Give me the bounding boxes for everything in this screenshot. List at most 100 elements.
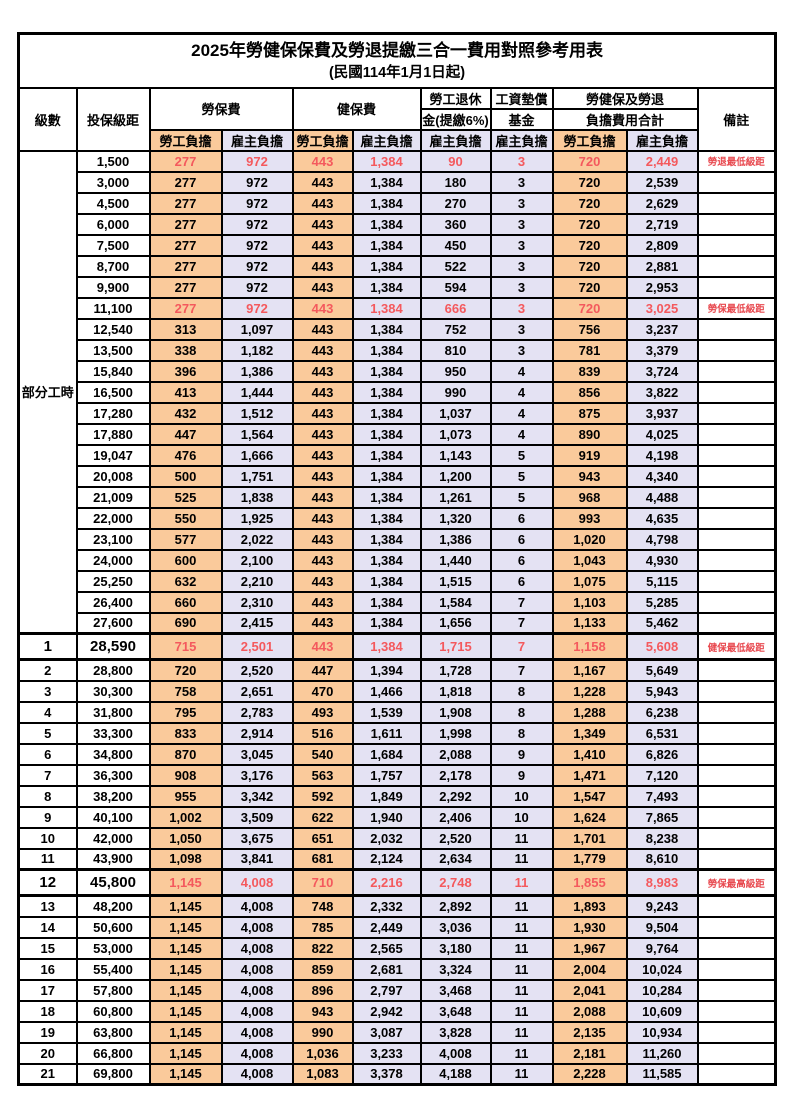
value-cell: 1,182: [220, 338, 294, 362]
bracket-cell: 45,800: [75, 868, 151, 897]
table-row: 16 55,400 1,145 4,008 859 2,681 3,324 11 2,004 10…: [17, 957, 777, 981]
value-cell: 7: [489, 611, 554, 635]
table-row: 17 57,800 1,145 4,008 896 2,797 3,468 11 2,041 10…: [17, 978, 777, 1002]
value-cell: 2,914: [220, 721, 294, 745]
table-row: 27,600 690 2,415 443 1,384 1,656 7 1,133 5,462: [19, 611, 777, 635]
note-cell: [696, 936, 777, 960]
level-cell: 5: [17, 721, 78, 745]
value-cell: 972: [220, 212, 294, 236]
value-cell: 1,384: [351, 632, 422, 661]
note-cell: [696, 894, 777, 918]
value-cell: 11: [489, 1062, 554, 1086]
value-cell: 972: [220, 170, 294, 194]
table-row: 22,000 550 1,925 443 1,384 1,320 6 993 4,635: [19, 506, 777, 530]
level-cell: 19: [17, 1020, 78, 1044]
value-cell: 277: [148, 296, 223, 320]
value-cell: 277: [148, 212, 223, 236]
value-cell: 1,073: [419, 422, 492, 446]
value-cell: 7: [489, 632, 554, 661]
value-cell: 4,635: [625, 506, 699, 530]
value-cell: 2,539: [625, 170, 699, 194]
column-header-health-insurance: 健保費: [291, 86, 422, 131]
table-row: 21 69,800 1,145 4,008 1,083 3,378 4,188 11 2,228…: [17, 1062, 777, 1086]
value-cell: 950: [419, 359, 492, 383]
value-cell: 785: [291, 915, 354, 939]
value-cell: 1,818: [419, 679, 492, 703]
table-row: 20 66,800 1,145 4,008 1,036 3,233 4,008 11 2,181…: [17, 1041, 777, 1065]
table-row: 6 34,800 870 3,045 540 1,684 2,088 9 1,410 6,826: [17, 742, 777, 766]
value-cell: 443: [291, 212, 354, 236]
value-cell: 1,145: [148, 978, 223, 1002]
value-cell: 8,983: [625, 868, 699, 897]
value-cell: 1,384: [351, 275, 422, 299]
value-cell: 1,384: [351, 443, 422, 467]
value-cell: 8: [489, 721, 554, 745]
note-cell: [696, 443, 777, 467]
table-row: 26,400 660 2,310 443 1,384 1,584 7 1,103 5,285: [19, 590, 777, 614]
note-cell: [696, 317, 777, 341]
table-row: 20,008 500 1,751 443 1,384 1,200 5 943 4,340: [19, 464, 777, 488]
bracket-cell: 1,500: [75, 149, 151, 173]
value-cell: 8,610: [625, 847, 699, 871]
note-cell: [696, 826, 777, 850]
value-cell: 3: [489, 275, 554, 299]
bracket-cell: 28,590: [75, 632, 151, 661]
value-cell: 2,100: [220, 548, 294, 572]
table-row: 14 50,600 1,145 4,008 785 2,449 3,036 11 1,930 9,…: [17, 915, 777, 939]
table-row: 11 43,900 1,098 3,841 681 2,124 2,634 11 1,779 8,…: [17, 847, 777, 871]
note-cell: [696, 915, 777, 939]
value-cell: 3,324: [419, 957, 492, 981]
table-row: 部分工時 1,500 277 972 443 1,384 90 3 720 2,449 勞退最低級距: [17, 149, 777, 635]
value-cell: 758: [148, 679, 223, 703]
level-cell-part-time: 部分工時: [17, 149, 78, 635]
value-cell: 720: [551, 275, 628, 299]
bracket-cell: 17,880: [75, 422, 151, 446]
value-cell: 3: [489, 149, 554, 173]
value-cell: 2,181: [551, 1041, 628, 1065]
value-cell: 1,849: [351, 784, 422, 808]
table-row: 18 60,800 1,145 4,008 943 2,942 3,648 11 2,088 10…: [17, 999, 777, 1023]
value-cell: 4,008: [220, 915, 294, 939]
value-cell: 2,629: [625, 191, 699, 215]
page-subtitle: (民國114年1月1日起): [328, 64, 466, 81]
bracket-cell: 30,300: [75, 679, 151, 703]
value-cell: 1,384: [351, 464, 422, 488]
value-cell: 9,764: [625, 936, 699, 960]
value-cell: 3,379: [625, 338, 699, 362]
bracket-cell: 20,008: [75, 464, 151, 488]
value-cell: 476: [148, 443, 223, 467]
value-cell: 1,384: [351, 422, 422, 446]
table-row: 13 48,200 1,145 4,008 748 2,332 2,892 11 1,893 9,…: [17, 894, 777, 918]
value-cell: 3,828: [419, 1020, 492, 1044]
value-cell: 890: [551, 422, 628, 446]
value-cell: 540: [291, 742, 354, 766]
value-cell: 10,609: [625, 999, 699, 1023]
level-cell: 15: [17, 936, 78, 960]
fee-comparison-table: 2025年勞健保保費及勞退提繳三合一費用對照參考用表 (民國114年1月1日起)…: [17, 32, 778, 1086]
table-row: 17,280 432 1,512 443 1,384 1,037 4 875 3,937: [19, 401, 777, 425]
value-cell: 4,008: [220, 868, 294, 897]
level-cell: 11: [17, 847, 78, 871]
value-cell: 896: [291, 978, 354, 1002]
value-cell: 1,384: [351, 149, 422, 173]
note-cell: [696, 1041, 777, 1065]
table-row: 16,500 413 1,444 443 1,384 990 4 856 3,822: [19, 380, 777, 404]
value-cell: 443: [291, 569, 354, 593]
subheader-pension-employer: 雇主負擔: [419, 128, 492, 152]
value-cell: 2,520: [419, 826, 492, 850]
value-cell: 396: [148, 359, 223, 383]
note-cell: [696, 485, 777, 509]
value-cell: 1,145: [148, 868, 223, 897]
value-cell: 1,261: [419, 485, 492, 509]
value-cell: 1,384: [351, 338, 422, 362]
bracket-cell: 15,840: [75, 359, 151, 383]
value-cell: 856: [551, 380, 628, 404]
value-cell: 1,666: [220, 443, 294, 467]
value-cell: 1,043: [551, 548, 628, 572]
value-cell: 277: [148, 191, 223, 215]
value-cell: 443: [291, 275, 354, 299]
value-cell: 443: [291, 233, 354, 257]
level-cell: 14: [17, 915, 78, 939]
value-cell: 972: [220, 254, 294, 278]
value-cell: 3,025: [625, 296, 699, 320]
